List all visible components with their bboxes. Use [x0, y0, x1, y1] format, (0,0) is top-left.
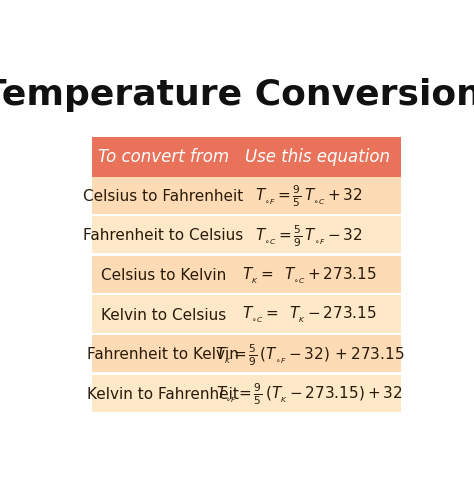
FancyBboxPatch shape — [234, 216, 401, 254]
Text: Fahrenheit to Celsius: Fahrenheit to Celsius — [83, 228, 244, 244]
Text: Fahrenheit to Kelvin: Fahrenheit to Kelvin — [87, 348, 239, 362]
Text: $T_{_{\circ C}} = \;\; T_{_K} - 273.15$: $T_{_{\circ C}} = \;\; T_{_K} - 273.15$ — [242, 305, 377, 326]
FancyBboxPatch shape — [92, 374, 234, 412]
Text: Use this equation: Use this equation — [245, 148, 390, 166]
FancyBboxPatch shape — [234, 137, 401, 176]
Text: Celsius to Fahrenheit: Celsius to Fahrenheit — [83, 189, 244, 204]
FancyBboxPatch shape — [234, 296, 401, 333]
Text: $T_{_{\circ F}} = \frac{9}{5}\,( T_{_K} - 273.15) + 32$: $T_{_{\circ F}} = \frac{9}{5}\,( T_{_K} … — [216, 382, 402, 407]
FancyBboxPatch shape — [234, 256, 401, 293]
FancyBboxPatch shape — [234, 374, 401, 412]
Text: Kelvin to Fahrenheit: Kelvin to Fahrenheit — [87, 387, 239, 402]
FancyBboxPatch shape — [92, 216, 234, 254]
Text: $T_{_{\circ C}} = \frac{5}{9}\, T_{_{\circ F}} - 32$: $T_{_{\circ C}} = \frac{5}{9}\, T_{_{\ci… — [255, 223, 363, 249]
FancyBboxPatch shape — [92, 137, 234, 176]
Text: $T_{_K} = \frac{5}{9}\,( T_{_{\circ F}} - 32)\, +273.15$: $T_{_K} = \frac{5}{9}\,( T_{_{\circ F}} … — [215, 342, 404, 367]
FancyBboxPatch shape — [92, 256, 234, 293]
FancyBboxPatch shape — [92, 176, 234, 214]
FancyBboxPatch shape — [92, 296, 234, 333]
FancyBboxPatch shape — [92, 335, 234, 372]
Text: $T_{_K} = \;\; T_{_{\circ C}} + 273.15$: $T_{_K} = \;\; T_{_{\circ C}} + 273.15$ — [242, 266, 377, 286]
Text: Temperature Conversions: Temperature Conversions — [0, 78, 474, 112]
FancyBboxPatch shape — [234, 176, 401, 214]
FancyBboxPatch shape — [234, 335, 401, 372]
Text: Celsius to Kelvin: Celsius to Kelvin — [100, 268, 226, 283]
Text: To convert from: To convert from — [98, 148, 229, 166]
Text: $T_{_{\circ F}} = \frac{9}{5}\, T_{_{\circ C}} + 32$: $T_{_{\circ F}} = \frac{9}{5}\, T_{_{\ci… — [255, 184, 363, 209]
Text: Kelvin to Celsius: Kelvin to Celsius — [100, 308, 226, 322]
